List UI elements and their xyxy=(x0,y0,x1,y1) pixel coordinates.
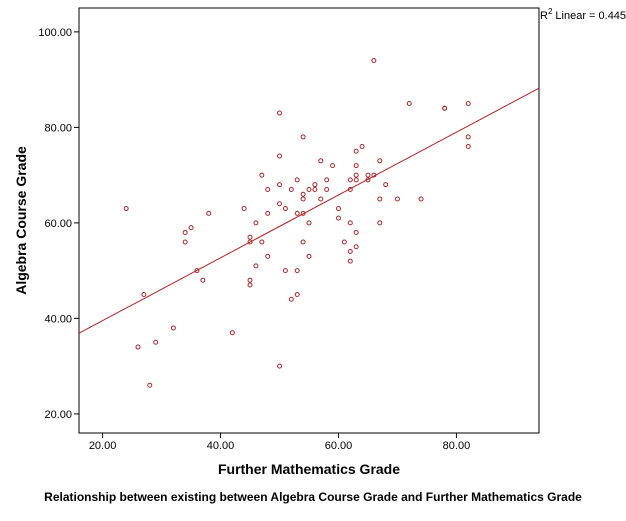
data-point xyxy=(377,196,383,202)
data-point xyxy=(188,225,194,231)
data-point xyxy=(306,186,312,192)
data-point xyxy=(294,210,300,216)
data-point xyxy=(253,220,259,226)
data-point xyxy=(153,339,159,345)
data-point xyxy=(265,186,271,192)
x-tick-label: 40.00 xyxy=(207,440,235,452)
data-point xyxy=(294,268,300,274)
data-point xyxy=(277,153,283,159)
x-axis-title: Further Mathematics Grade xyxy=(218,461,400,477)
data-point xyxy=(318,196,324,202)
data-point xyxy=(282,268,288,274)
data-point xyxy=(277,201,283,207)
data-point xyxy=(300,239,306,245)
data-point xyxy=(465,134,471,140)
data-point xyxy=(377,158,383,164)
data-point xyxy=(294,292,300,298)
data-point xyxy=(371,58,377,64)
r-squared-annotation: R2 Linear = 0.445 xyxy=(540,7,626,22)
data-point xyxy=(442,105,448,111)
data-point xyxy=(318,158,324,164)
data-point xyxy=(265,253,271,259)
data-point xyxy=(341,239,347,245)
data-point xyxy=(141,292,147,298)
data-point xyxy=(312,186,318,192)
data-point xyxy=(353,177,359,183)
data-point xyxy=(247,239,253,245)
data-point xyxy=(147,382,153,388)
data-point xyxy=(170,325,176,331)
data-point xyxy=(277,182,283,188)
data-point xyxy=(365,172,371,178)
data-point xyxy=(335,215,341,221)
data-point xyxy=(259,239,265,245)
data-point xyxy=(324,186,330,192)
data-point xyxy=(335,206,341,212)
data-point xyxy=(353,148,359,154)
data-point xyxy=(277,363,283,369)
data-point xyxy=(282,206,288,212)
data-point xyxy=(123,206,129,212)
data-point xyxy=(347,177,353,183)
data-point xyxy=(241,206,247,212)
data-point xyxy=(247,282,253,288)
data-point xyxy=(277,110,283,116)
data-point xyxy=(182,239,188,245)
r-squared-symbol: R xyxy=(540,10,548,22)
data-point xyxy=(312,182,318,188)
y-tick-label: 40.00 xyxy=(44,313,72,325)
data-point xyxy=(353,163,359,169)
data-point xyxy=(265,210,271,216)
data-point xyxy=(347,258,353,264)
x-tick-label: 20.00 xyxy=(89,440,117,452)
y-tick-label: 20.00 xyxy=(44,409,72,421)
r-squared-superscript: 2 xyxy=(548,7,553,16)
data-point xyxy=(253,263,259,269)
data-point xyxy=(200,277,206,283)
data-point xyxy=(306,253,312,259)
data-point xyxy=(383,182,389,188)
data-point xyxy=(300,196,306,202)
data-point xyxy=(306,220,312,226)
y-axis-title: Algebra Course Grade xyxy=(13,146,29,295)
data-point xyxy=(353,244,359,250)
data-point xyxy=(206,210,212,216)
data-point xyxy=(330,163,336,169)
data-point xyxy=(288,296,294,302)
figure-caption: Relationship between existing between Al… xyxy=(44,490,582,504)
data-point xyxy=(300,191,306,197)
x-tick-label: 60.00 xyxy=(325,440,353,452)
y-tick-label: 80.00 xyxy=(44,122,72,134)
data-point xyxy=(465,143,471,149)
data-point xyxy=(359,143,365,149)
data-point xyxy=(135,344,141,350)
data-point xyxy=(347,220,353,226)
data-point xyxy=(300,134,306,140)
data-point xyxy=(247,234,253,240)
data-point xyxy=(394,196,400,202)
data-point xyxy=(406,101,412,107)
r-squared-value: Linear = 0.445 xyxy=(555,10,626,22)
data-point xyxy=(194,268,200,274)
x-tick-label: 80.00 xyxy=(443,440,471,452)
data-point xyxy=(288,186,294,192)
y-tick-label: 60.00 xyxy=(44,218,72,230)
y-tick-label: 100.00 xyxy=(38,27,72,39)
data-point xyxy=(377,220,383,226)
data-point xyxy=(353,172,359,178)
data-point xyxy=(353,229,359,235)
data-point xyxy=(294,177,300,183)
data-point xyxy=(465,101,471,107)
data-point xyxy=(347,249,353,255)
data-point xyxy=(229,330,235,336)
data-point xyxy=(182,229,188,235)
linear-fit-line xyxy=(78,87,540,334)
data-point xyxy=(324,177,330,183)
plot-area-frame xyxy=(78,7,540,434)
data-point xyxy=(247,277,253,283)
data-point xyxy=(259,172,265,178)
data-point xyxy=(418,196,424,202)
